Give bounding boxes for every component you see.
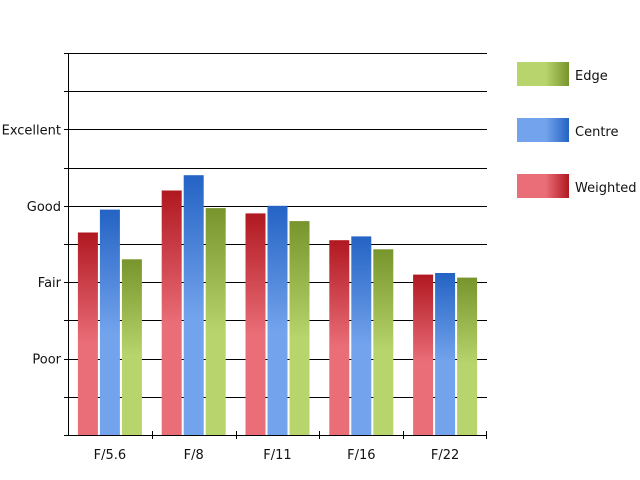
legend: Edge Centre Weighted [517,62,637,198]
bar-edge-f16 [373,249,394,435]
bar-edge-f11 [289,221,310,435]
x-tick-label: F/11 [263,448,291,463]
bar-centre-f8 [183,175,204,435]
y-tick-label: Excellent [2,123,61,138]
y-tick-label: Poor [32,353,61,368]
legend-label-weighted: Weighted [575,181,637,196]
y-tick-labels: Poor Fair Good Excellent [2,123,62,367]
bar-centre-f11 [267,205,288,435]
x-tick-label: F/5.6 [94,448,127,463]
bar-centre-f56 [99,209,120,435]
legend-label-centre: Centre [575,125,618,140]
legend-label-edge: Edge [575,69,608,84]
bar-weighted-f22 [413,274,434,435]
bar-centre-f16 [351,236,372,435]
x-tick-labels: F/5.6 F/8 F/11 F/16 F/22 [94,448,460,463]
bar-weighted-f11 [245,213,266,435]
axes [64,53,487,439]
bar-weighted-f8 [161,190,182,435]
bar-weighted-f56 [77,232,98,435]
legend-swatch-weighted [517,174,569,198]
x-tick-label: F/8 [184,448,204,463]
y-tick-label: Fair [38,276,62,291]
legend-swatch-edge [517,62,569,86]
bar-edge-f56 [121,259,142,435]
x-tick-label: F/16 [347,448,375,463]
legend-swatch-centre [517,118,569,142]
bar-edge-f8 [205,208,226,435]
bar-edge-f22 [457,277,478,435]
bars [77,175,478,435]
bar-centre-f22 [435,273,456,435]
x-tick-label: F/22 [431,448,459,463]
bar-weighted-f16 [329,240,350,435]
y-tick-label: Good [27,200,61,215]
